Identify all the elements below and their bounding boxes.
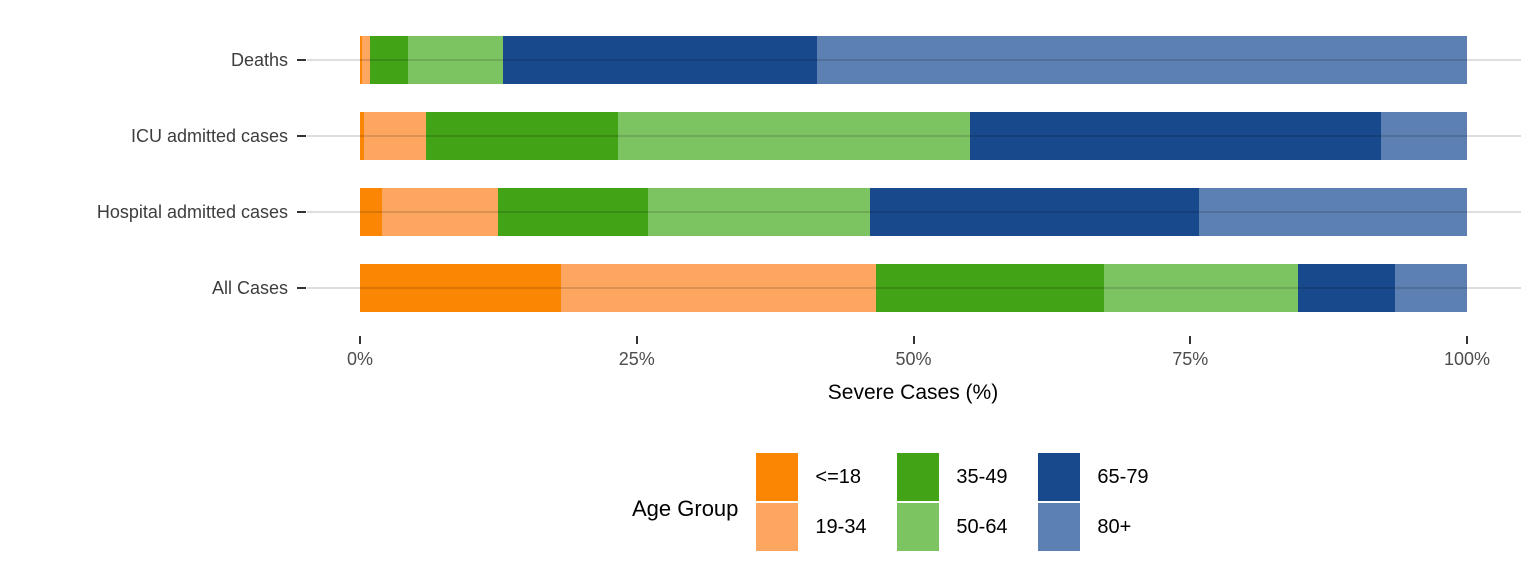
y-label-hospital-admitted-cases: Hospital admitted cases — [96, 202, 288, 222]
segment-deaths-19-34 — [362, 36, 370, 84]
legend-column-2: 35-49 50-64 — [897, 453, 1014, 551]
gridline-all-cases — [307, 287, 1521, 289]
segment-all-cases-65-79 — [1297, 264, 1395, 312]
legend: Age Group <=18 19-34 35-49 50-64 65-79 80+ — [632, 453, 1179, 551]
legend-entry-35-49: 35-49 — [897, 453, 1014, 501]
segment-hospital-admitted-cases-50-64 — [647, 188, 871, 236]
legend-column-1: <=18 19-34 — [756, 453, 873, 551]
y-label-all-cases: All Cases — [211, 278, 288, 298]
x-tick-label-75: 75% — [1172, 349, 1209, 369]
segment-icu-admitted-cases--18 — [360, 112, 365, 160]
segment-hospital-admitted-cases-35-49 — [498, 188, 648, 236]
x-tick-0 — [359, 336, 361, 344]
legend-label-65-79: 65-79 — [1097, 465, 1149, 488]
bar-icu-admitted-cases — [360, 112, 1467, 160]
legend-entry-65-79: 65-79 — [1038, 453, 1155, 501]
legend-entry-50-64: 50-64 — [897, 503, 1014, 551]
x-tick-label-25: 25% — [618, 349, 655, 369]
segment-hospital-admitted-cases--18 — [360, 188, 383, 236]
legend-entry--18: <=18 — [756, 453, 873, 501]
gridline-hospital-admitted-cases — [307, 211, 1521, 213]
legend-label-80plus: 80+ — [1097, 515, 1132, 538]
segment-icu-admitted-cases-19-34 — [364, 112, 427, 160]
legend-swatch-19-34 — [756, 503, 799, 551]
legend-label-50-64: 50-64 — [956, 515, 1008, 538]
legend-swatch--18 — [756, 453, 799, 501]
legend-label--18: <=18 — [815, 465, 862, 488]
segment-all-cases-35-49 — [875, 264, 1104, 312]
y-tick-deaths — [297, 59, 306, 61]
y-label-deaths: Deaths — [230, 50, 288, 70]
bar-all-cases — [360, 264, 1467, 312]
legend-swatch-35-49 — [897, 453, 940, 501]
legend-entry-80plus: 80+ — [1038, 503, 1155, 551]
x-tick-label-0: 0% — [346, 349, 374, 369]
segment-hospital-admitted-cases-80plus — [1199, 188, 1467, 236]
x-tick-100 — [1466, 336, 1468, 344]
y-label-icu-admitted-cases: ICU admitted cases — [130, 126, 288, 146]
x-tick-50 — [912, 336, 915, 344]
legend-swatch-50-64 — [897, 503, 940, 551]
segment-all-cases-80plus — [1395, 264, 1467, 312]
segment-all-cases-50-64 — [1103, 264, 1298, 312]
segment-all-cases-19-34 — [561, 264, 876, 312]
segment-deaths--18 — [360, 36, 363, 84]
segment-icu-admitted-cases-80plus — [1380, 112, 1467, 160]
legend-swatch-65-79 — [1038, 453, 1081, 501]
x-tick-label-50: 50% — [895, 349, 932, 369]
segment-hospital-admitted-cases-65-79 — [870, 188, 1200, 236]
x-axis-title: Severe Cases (%) — [827, 381, 999, 404]
segment-deaths-50-64 — [407, 36, 503, 84]
bar-deaths — [360, 36, 1467, 84]
segment-deaths-35-49 — [369, 36, 408, 84]
legend-swatch-80plus — [1038, 503, 1081, 551]
legend-label-19-34: 19-34 — [815, 515, 867, 538]
segment-hospital-admitted-cases-19-34 — [382, 188, 499, 236]
segment-icu-admitted-cases-65-79 — [969, 112, 1381, 160]
legend-label-35-49: 35-49 — [956, 465, 1008, 488]
gridline-deaths — [307, 59, 1521, 61]
legend-column-3: 65-79 80+ — [1038, 453, 1155, 551]
legend-entries: <=18 19-34 35-49 50-64 65-79 80+ — [756, 453, 1179, 551]
segment-deaths-65-79 — [502, 36, 818, 84]
x-tick-label-100: 100% — [1443, 349, 1491, 369]
legend-entry-19-34: 19-34 — [756, 503, 873, 551]
x-tick-75 — [1189, 336, 1192, 344]
y-tick-all-cases — [297, 287, 306, 289]
segment-deaths-80plus — [817, 36, 1467, 84]
bar-hospital-admitted-cases — [360, 188, 1467, 236]
y-tick-hospital-admitted-cases — [297, 211, 306, 213]
legend-title: Age Group — [632, 496, 739, 521]
y-tick-icu-admitted-cases — [297, 135, 306, 137]
gridline-icu-admitted-cases — [307, 135, 1521, 137]
segment-icu-admitted-cases-35-49 — [426, 112, 618, 160]
segment-all-cases--18 — [360, 264, 562, 312]
x-tick-25 — [635, 336, 638, 344]
segment-icu-admitted-cases-50-64 — [617, 112, 970, 160]
